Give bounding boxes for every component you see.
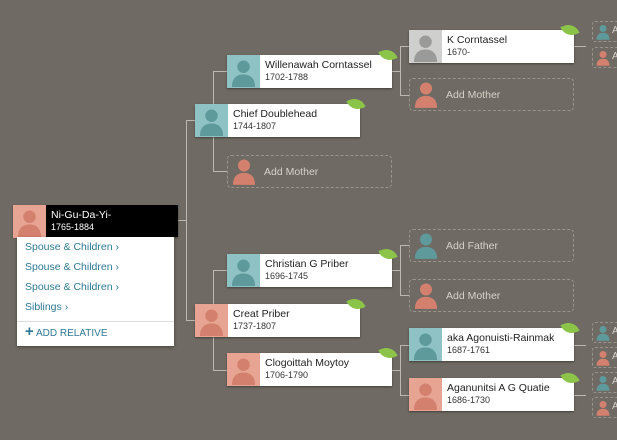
add-mother-button[interactable]: Add Mother [409,279,574,312]
menu-spouse-children-2[interactable]: Spouse & Children › [25,261,119,273]
silhouette-icon [596,50,610,66]
menu-spouse-children-3[interactable]: Spouse & Children › [25,281,119,293]
person-dates: 1702-1788 [265,72,309,82]
person-card-creat[interactable]: Creat Priber 1737-1807 [195,304,360,337]
add-parent-stub[interactable]: A [592,47,617,68]
add-father-button[interactable]: Add Father [409,229,574,262]
person-dates: 1744-1807 [233,121,277,131]
silhouette-icon [596,24,610,40]
avatar-icon [409,328,442,361]
avatar-icon [227,254,260,287]
person-dates: 1765-1884 [51,222,95,232]
mother-silhouette-icon [232,158,256,185]
add-relative-button[interactable]: + ADD RELATIVE [25,323,108,340]
person-name: Creat Priber [233,308,290,320]
person-name: aka Agonuisti-Rainmak [447,332,555,344]
person-card-clog[interactable]: Clogoittah Moytoy 1706-1790 [227,353,392,386]
avatar-icon [409,378,442,411]
father-silhouette-icon [414,232,438,259]
person-dates: 1687-1761 [447,345,491,355]
avatar-icon [195,304,228,337]
person-name: Clogoittah Moytoy [265,357,350,369]
plus-icon: + [25,323,34,340]
person-name: Chief Doublehead [233,108,318,120]
person-card-chief[interactable]: Chief Doublehead 1744-1807 [195,104,360,137]
avatar-icon [227,353,260,386]
add-parent-stub[interactable]: A [592,347,617,368]
person-menu: Spouse & Children › Spouse & Children › … [17,237,174,346]
add-mother-button[interactable]: Add Mother [409,78,574,111]
person-dates: 1706-1790 [265,370,309,380]
silhouette-icon [596,400,610,416]
person-dates: 1696-1745 [265,271,309,281]
avatar-icon [227,55,260,88]
person-name: Christian G Priber [265,258,349,270]
menu-siblings[interactable]: Siblings › [25,301,69,313]
root-person-card[interactable]: Ni-Gu-Da-Yi- 1765-1884 [13,205,178,238]
person-name: Ni-Gu-Da-Yi- [51,209,112,221]
person-card-agan[interactable]: Aganunitsi A G Quatie 1686-1730 [409,378,574,411]
menu-spouse-children-1[interactable]: Spouse & Children › [25,241,119,253]
add-parent-stub[interactable]: A [592,372,617,393]
person-dates: 1686-1730 [447,395,491,405]
person-card-aka[interactable]: aka Agonuisti-Rainmak 1687-1761 [409,328,574,361]
person-card-kcorn[interactable]: K Corntassel 1670- [409,30,574,63]
person-name: Aganunitsi A G Quatie [447,382,550,394]
silhouette-icon [596,325,610,341]
add-parent-stub[interactable]: A [592,397,617,418]
avatar-icon [409,30,442,63]
mother-silhouette-icon [414,81,438,108]
add-mother-button[interactable]: Add Mother [227,155,392,188]
silhouette-icon [596,375,610,391]
female-avatar-icon [13,205,46,238]
person-card-christian[interactable]: Christian G Priber 1696-1745 [227,254,392,287]
person-dates: 1737-1807 [233,321,277,331]
person-dates: 1670- [447,47,471,57]
person-name: Willenawah Corntassel [265,59,372,71]
person-card-willenawah[interactable]: Willenawah Corntassel 1702-1788 [227,55,392,88]
add-parent-stub[interactable]: A [592,322,617,343]
avatar-icon [195,104,228,137]
silhouette-icon [596,350,610,366]
person-name: K Corntassel [447,34,508,46]
mother-silhouette-icon [414,282,438,309]
add-parent-stub[interactable]: A [592,21,617,42]
